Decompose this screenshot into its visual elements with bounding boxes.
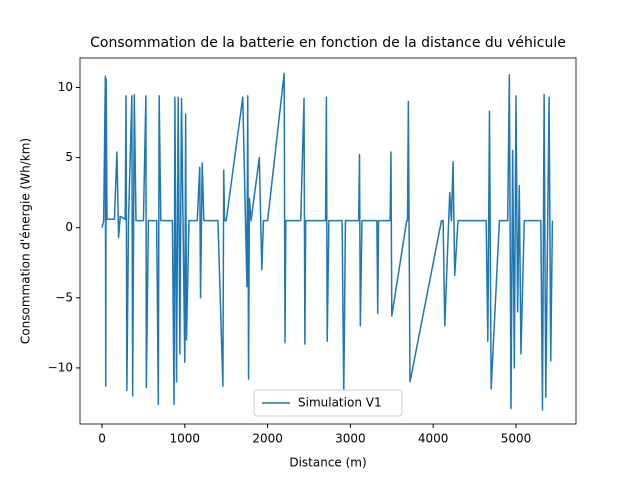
series-line <box>101 72 554 411</box>
x-tick-label: 5000 <box>501 432 532 446</box>
x-tick-label: 1000 <box>170 432 201 446</box>
plot-frame <box>79 57 577 425</box>
x-tick-label: 0 <box>98 432 106 446</box>
legend-label: Simulation V1 <box>298 396 382 410</box>
x-axis-label: Distance (m) <box>289 456 366 470</box>
x-tick-label: 4000 <box>418 432 449 446</box>
y-tick-label: −10 <box>48 360 73 374</box>
x-tick-label: 2000 <box>252 432 283 446</box>
x-tick-label: 3000 <box>335 432 366 446</box>
y-tick-label: −5 <box>55 290 73 304</box>
y-tick-label: 10 <box>58 80 73 94</box>
legend-box <box>253 389 403 417</box>
chart-title: Consommation de la batterie en fonction … <box>90 35 566 51</box>
y-tick-label: 5 <box>65 150 73 164</box>
y-axis-label: Consommation d'énergie (Wh/km) <box>19 138 33 344</box>
y-tick-label: 0 <box>65 220 73 234</box>
